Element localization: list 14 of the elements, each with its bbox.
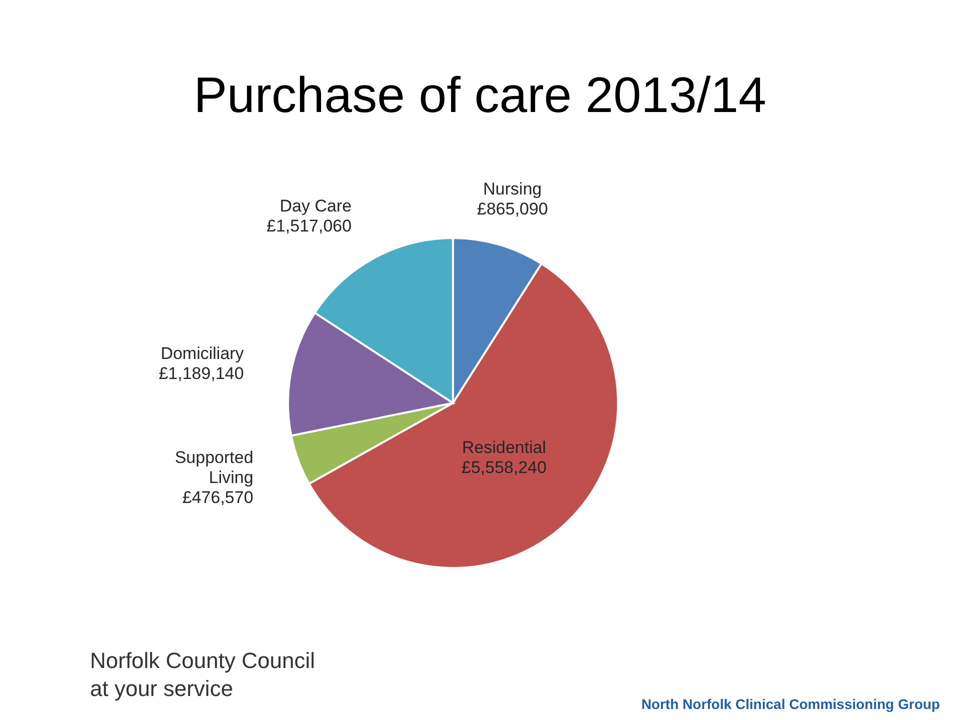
chart-title: Purchase of care 2013/14 [192,66,768,124]
data-label: £476,570 [182,488,254,507]
slice-label: Residential [462,437,546,456]
data-label: £1,189,140 [158,363,244,382]
data-label: £865,090 [477,198,548,218]
slice-label: Day Care [280,196,352,216]
slice-label: Nursing [483,178,542,198]
slice-label: Supported Living [174,448,254,487]
text: Norfolk County Council [90,648,315,674]
slice-label: Domiciliary [160,343,244,362]
data-label: £5,558,240 [461,457,547,476]
text: North Norfolk Clinical Commissioning Group [640,696,940,712]
data-label: £1,517,060 [266,216,352,236]
text: at your service [90,676,234,702]
